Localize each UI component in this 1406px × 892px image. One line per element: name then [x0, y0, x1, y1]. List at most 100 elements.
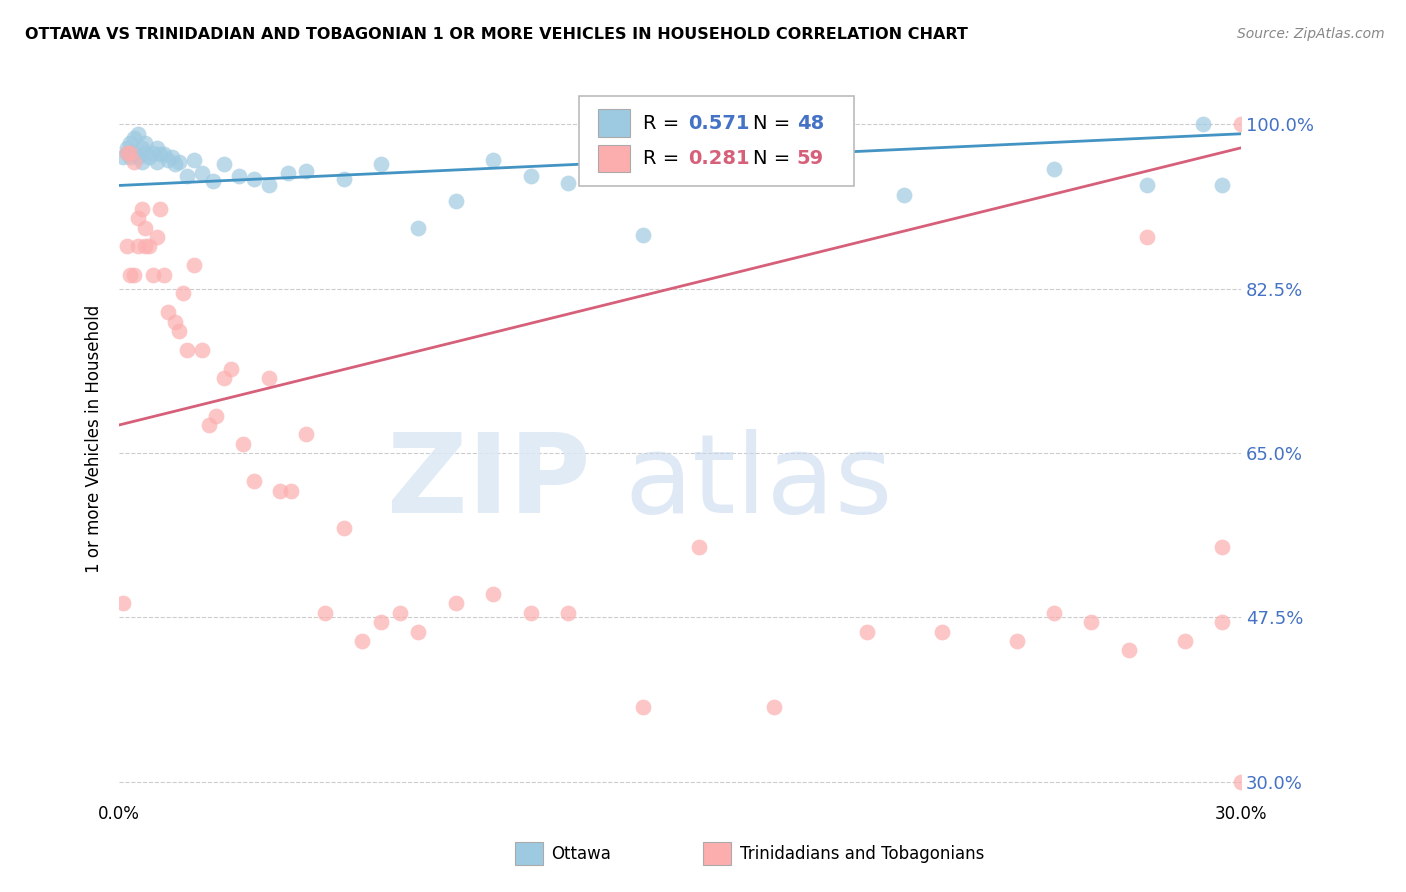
Point — [127, 239, 149, 253]
Point — [257, 371, 280, 385]
Point — [165, 157, 187, 171]
Point — [444, 194, 467, 209]
Point — [120, 268, 142, 282]
Point — [142, 268, 165, 282]
Point — [198, 417, 221, 432]
Text: N =: N = — [754, 149, 796, 168]
Point — [134, 239, 156, 253]
Point — [156, 153, 179, 167]
Point — [706, 169, 728, 183]
Point — [201, 174, 224, 188]
Text: OTTAWA VS TRINIDADIAN AND TOBAGONIAN 1 OR MORE VEHICLES IN HOUSEHOLD CORRELATION: OTTAWA VS TRINIDADIAN AND TOBAGONIAN 1 O… — [25, 27, 969, 42]
Point — [1211, 178, 1233, 193]
Point — [115, 141, 138, 155]
Point — [1192, 117, 1215, 131]
Point — [122, 145, 145, 160]
Point — [145, 230, 167, 244]
Point — [142, 145, 165, 160]
Point — [257, 178, 280, 193]
Point — [1174, 634, 1197, 648]
Point — [482, 153, 505, 167]
Point — [134, 220, 156, 235]
Point — [388, 606, 411, 620]
Point — [145, 141, 167, 155]
Point — [1118, 643, 1140, 657]
Point — [212, 371, 235, 385]
Point — [295, 427, 318, 442]
Text: N =: N = — [754, 113, 796, 133]
Point — [134, 136, 156, 151]
Point — [1136, 230, 1159, 244]
Text: Trinidadians and Tobagonians: Trinidadians and Tobagonians — [740, 845, 984, 863]
Point — [205, 409, 228, 423]
Point — [519, 606, 541, 620]
Point — [122, 155, 145, 169]
Point — [232, 436, 254, 450]
Bar — [598, 109, 630, 136]
Point — [190, 343, 212, 357]
Point — [762, 699, 785, 714]
Point — [153, 147, 176, 161]
Point — [127, 211, 149, 226]
Point — [1005, 634, 1028, 648]
Text: 59: 59 — [797, 149, 824, 168]
Point — [1211, 615, 1233, 630]
Text: 0.571: 0.571 — [688, 113, 749, 133]
Point — [631, 699, 654, 714]
Point — [228, 169, 250, 183]
Point — [243, 172, 266, 186]
Point — [122, 131, 145, 145]
Point — [122, 268, 145, 282]
Point — [212, 157, 235, 171]
Text: ZIP: ZIP — [387, 429, 591, 536]
Point — [688, 540, 710, 554]
Point — [183, 153, 205, 167]
Text: R =: R = — [643, 149, 686, 168]
Point — [276, 166, 298, 180]
Point — [280, 483, 302, 498]
Point — [631, 228, 654, 243]
Point — [138, 239, 160, 253]
Point — [145, 155, 167, 169]
Point — [111, 150, 134, 164]
Point — [138, 150, 160, 164]
Text: Source: ZipAtlas.com: Source: ZipAtlas.com — [1237, 27, 1385, 41]
Point — [149, 147, 172, 161]
Point — [370, 157, 392, 171]
Point — [519, 169, 541, 183]
Point — [172, 286, 194, 301]
Point — [167, 155, 190, 169]
Point — [893, 187, 915, 202]
Point — [120, 136, 142, 151]
Point — [127, 150, 149, 164]
Point — [183, 258, 205, 272]
Point — [115, 145, 138, 160]
Point — [120, 145, 142, 160]
Bar — [598, 145, 630, 172]
Point — [557, 606, 579, 620]
Point — [1080, 615, 1102, 630]
Point — [352, 634, 374, 648]
Point — [111, 596, 134, 610]
Point — [165, 315, 187, 329]
Point — [269, 483, 291, 498]
Point — [160, 150, 183, 164]
Point — [134, 145, 156, 160]
Point — [295, 164, 318, 178]
Point — [1043, 162, 1066, 177]
Y-axis label: 1 or more Vehicles in Household: 1 or more Vehicles in Household — [86, 305, 103, 574]
Point — [800, 117, 823, 131]
Point — [1230, 774, 1253, 789]
Point — [131, 202, 153, 216]
Point — [221, 361, 243, 376]
Point — [149, 202, 172, 216]
Point — [167, 324, 190, 338]
Point — [931, 624, 953, 639]
Point — [115, 239, 138, 253]
Point — [1230, 117, 1253, 131]
Text: R =: R = — [643, 113, 686, 133]
Text: 0.281: 0.281 — [688, 149, 749, 168]
Point — [153, 268, 176, 282]
Point — [176, 169, 198, 183]
Point — [332, 521, 354, 535]
